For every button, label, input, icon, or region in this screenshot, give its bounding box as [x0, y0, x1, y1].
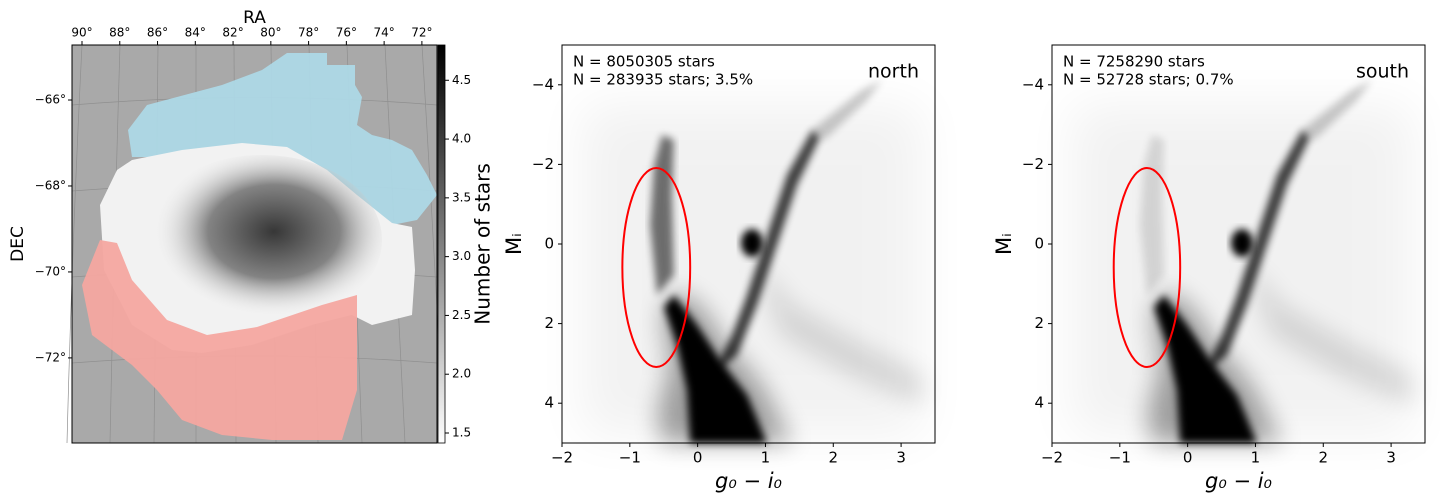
colorbar [437, 44, 446, 444]
x-tick-label: 88° [109, 26, 130, 40]
x-tick-label: 82° [222, 26, 243, 40]
x-tick-label: 3 [1386, 449, 1396, 467]
x-tick-label: 0 [1183, 449, 1193, 467]
colorbar-tick-label: 2.5 [452, 308, 471, 322]
x-axis-label: g₀ − i₀ [715, 469, 783, 493]
x-tick-label: 1 [761, 449, 771, 467]
x-tick-label: 76° [336, 26, 357, 40]
x-tick-label: −2 [551, 449, 573, 467]
region-label: south [1356, 61, 1409, 83]
y-tick-label: −66° [35, 93, 66, 107]
annotation: N = 283935 stars; 3.5% [573, 71, 753, 89]
x-tick-label: −2 [1041, 449, 1063, 467]
y-tick-label: 2 [544, 314, 554, 332]
axes-frame [71, 44, 438, 444]
region-label: north [868, 61, 919, 83]
y-tick-label: −4 [532, 75, 554, 93]
x-tick-label: 2 [1318, 449, 1328, 467]
x-tick-label: 90° [71, 26, 92, 40]
x-tick-label: 1 [1251, 449, 1261, 467]
annotation: N = 7258290 stars [1063, 53, 1205, 71]
y-tick-label: −72° [35, 350, 66, 364]
sky-map-image [66, 44, 445, 444]
x-tick-label: 2 [828, 449, 838, 467]
y-tick-label: −2 [532, 155, 554, 173]
y-tick-label: −68° [35, 178, 66, 192]
x-tick-label: −1 [1109, 449, 1131, 467]
colorbar-tick-label: 3.5 [452, 190, 471, 204]
selection-ellipse [1112, 166, 1182, 368]
x-tick-label: 3 [896, 449, 906, 467]
y-tick-label: 0 [1034, 235, 1044, 253]
y-tick-label: 2 [1034, 314, 1044, 332]
y-tick-label: 4 [544, 394, 554, 412]
selection-ellipse [621, 166, 692, 368]
x-tick-label: 84° [185, 26, 206, 40]
hess-image [582, 80, 922, 443]
x-tick-label: 72° [411, 26, 432, 40]
x-tick-label: 0 [693, 449, 703, 467]
colorbar-tick-label: 3.0 [452, 249, 471, 263]
y-axis-label: Mᵢ [992, 233, 1016, 255]
y-tick-label: 0 [544, 235, 554, 253]
colorbar-tick-label: 4.0 [452, 132, 471, 146]
x-tick-label: 74° [373, 26, 394, 40]
y-tick-label: −2 [1022, 155, 1044, 173]
colorbar-tick-label: 1.5 [452, 426, 471, 440]
colorbar-label: Number of stars [471, 163, 495, 325]
annotation: N = 52728 stars; 0.7% [1063, 71, 1234, 89]
y-axis-label: Mᵢ [502, 233, 526, 255]
x-axis-label: RA [243, 8, 266, 28]
y-axis-label: DEC [8, 226, 28, 262]
y-tick-label: −4 [1022, 75, 1044, 93]
x-tick-label: 78° [298, 26, 319, 40]
annotation: N = 8050305 stars [573, 53, 715, 71]
x-tick-label: 80° [260, 26, 281, 40]
y-tick-label: −70° [35, 264, 66, 278]
y-tick-label: 4 [1034, 394, 1044, 412]
colorbar-tick-label: 2.0 [452, 367, 471, 381]
x-tick-label: −1 [619, 449, 641, 467]
hess-image [1072, 80, 1412, 443]
x-tick-label: 86° [147, 26, 168, 40]
x-axis-label: g₀ − i₀ [1205, 469, 1273, 493]
plot-layer: 90° 88° 86° 84° 82° 80° 78° 76° 74° 72° −66° −68° −7… [8, 8, 1426, 493]
colorbar-tick-label: 4.5 [452, 73, 471, 87]
